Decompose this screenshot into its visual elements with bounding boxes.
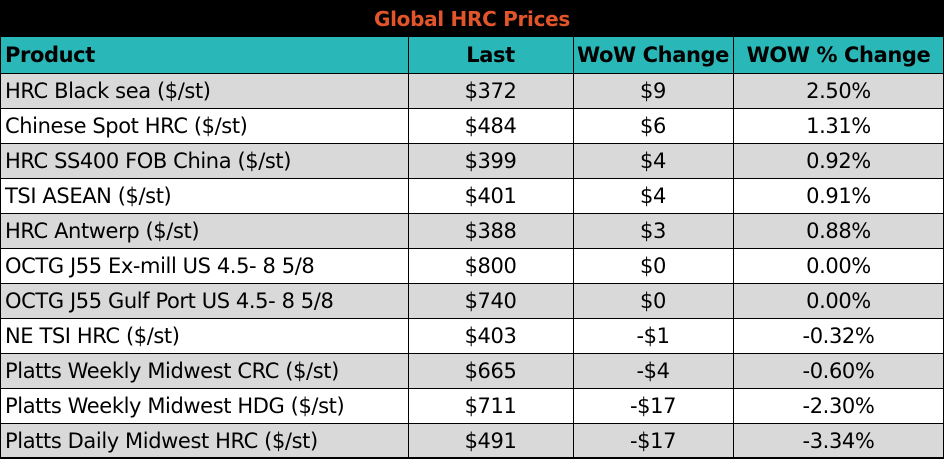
last-cell: $399 <box>464 149 517 173</box>
wow-percent-change-cell: -0.60% <box>802 359 875 383</box>
table-row: OCTG J55 Gulf Port US 4.5- 8 5/8 $740 $0 0.… <box>0 284 944 319</box>
table-row: Platts Weekly Midwest HDG ($/st) $711 -$17… <box>0 389 944 424</box>
wow-percent-change-cell: -3.34% <box>802 429 875 453</box>
table-row: TSI ASEAN ($/st) $401 $4 0.91% <box>0 179 944 214</box>
wow-change-cell: $4 <box>640 149 666 173</box>
product-cell: OCTG J55 Ex-mill US 4.5- 8 5/8 <box>5 254 315 278</box>
last-cell: $484 <box>464 114 517 138</box>
wow-change-cell: -$4 <box>636 359 670 383</box>
wow-change-cell: $4 <box>640 184 666 208</box>
wow-change-cell: -$17 <box>629 429 677 453</box>
wow-change-cell: $0 <box>640 289 666 313</box>
product-cell: NE TSI HRC ($/st) <box>5 324 180 348</box>
wow-percent-change-cell: 0.00% <box>806 289 871 313</box>
product-cell: HRC Black sea ($/st) <box>5 79 211 103</box>
last-cell: $372 <box>464 79 517 103</box>
wow-change-cell: $0 <box>640 254 666 278</box>
wow-percent-change-cell: -0.32% <box>802 324 875 348</box>
table-row: HRC Black sea ($/st) $372 $9 2.50% <box>0 74 944 109</box>
last-cell: $491 <box>464 429 517 453</box>
wow-change-cell: $3 <box>640 219 666 243</box>
product-cell: HRC SS400 FOB China ($/st) <box>5 149 292 173</box>
header-wow-percent-change: WOW % Change <box>746 43 931 67</box>
product-cell: HRC Antwerp ($/st) <box>5 219 200 243</box>
column-divider <box>573 37 574 458</box>
column-divider <box>408 37 409 458</box>
last-cell: $403 <box>464 324 517 348</box>
table-row: HRC Antwerp ($/st) $388 $3 0.88% <box>0 214 944 249</box>
wow-percent-change-cell: 0.00% <box>806 254 871 278</box>
wow-change-cell: -$1 <box>636 324 670 348</box>
wow-change-cell: $6 <box>640 114 666 138</box>
table-row: Chinese Spot HRC ($/st) $484 $6 1.31% <box>0 109 944 144</box>
product-cell: Platts Weekly Midwest CRC ($/st) <box>5 359 339 383</box>
header-last: Last <box>466 43 515 67</box>
table-header-row: Product Last WoW Change WOW % Change <box>0 37 944 74</box>
product-cell: TSI ASEAN ($/st) <box>5 184 172 208</box>
header-product: Product <box>5 43 95 67</box>
product-cell: OCTG J55 Gulf Port US 4.5- 8 5/8 <box>5 289 334 313</box>
last-cell: $740 <box>464 289 517 313</box>
product-cell: Platts Daily Midwest HRC ($/st) <box>5 429 318 453</box>
table-row: OCTG J55 Ex-mill US 4.5- 8 5/8 $800 $0 0.00… <box>0 249 944 284</box>
wow-percent-change-cell: -2.30% <box>802 394 875 418</box>
table-title: Global HRC Prices <box>0 0 944 37</box>
product-cell: Chinese Spot HRC ($/st) <box>5 114 248 138</box>
table-row: Platts Weekly Midwest CRC ($/st) $665 -$4 -… <box>0 354 944 389</box>
last-cell: $401 <box>464 184 517 208</box>
last-cell: $711 <box>464 394 517 418</box>
wow-percent-change-cell: 1.31% <box>806 114 871 138</box>
table-row: HRC SS400 FOB China ($/st) $399 $4 0.92% <box>0 144 944 179</box>
table-row: Platts Daily Midwest HRC ($/st) $491 -$17 -… <box>0 424 944 459</box>
wow-change-cell: -$17 <box>629 394 677 418</box>
last-cell: $800 <box>464 254 517 278</box>
last-cell: $388 <box>464 219 517 243</box>
wow-percent-change-cell: 0.91% <box>806 184 871 208</box>
wow-percent-change-cell: 0.92% <box>806 149 871 173</box>
product-cell: Platts Weekly Midwest HDG ($/st) <box>5 394 345 418</box>
column-divider <box>733 37 734 458</box>
wow-change-cell: $9 <box>640 79 666 103</box>
wow-percent-change-cell: 0.88% <box>806 219 871 243</box>
wow-percent-change-cell: 2.50% <box>806 79 871 103</box>
last-cell: $665 <box>464 359 517 383</box>
table-row: NE TSI HRC ($/st) $403 -$1 -0.32% <box>0 319 944 354</box>
header-wow-change: WoW Change <box>576 43 730 67</box>
